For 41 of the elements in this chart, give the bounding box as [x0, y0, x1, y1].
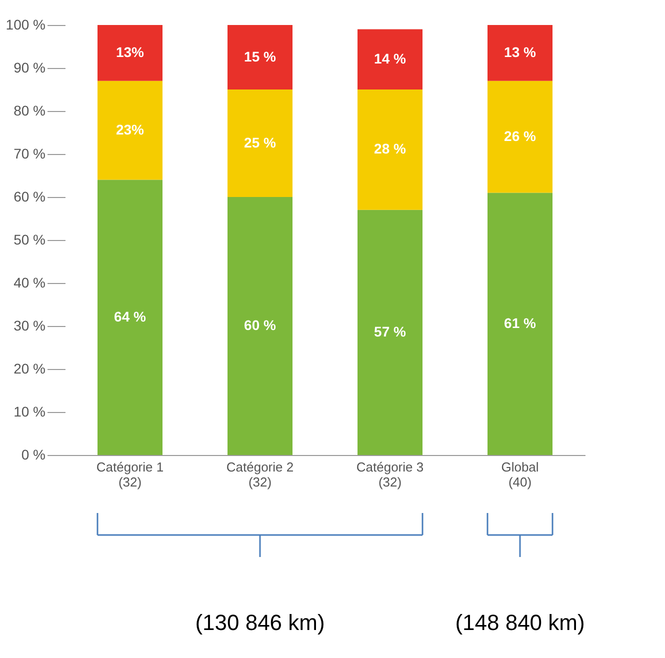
text: 13% — [116, 44, 144, 60]
bar — [228, 90, 292, 197]
bar — [228, 25, 292, 90]
text: 26 % — [504, 128, 536, 144]
y-tick-label: 80 % — [14, 102, 46, 118]
text: 57 % — [374, 323, 406, 340]
text: 60 % — [244, 317, 276, 333]
text: 64 % — [114, 308, 146, 324]
y-tick-label: 40 % — [14, 274, 46, 290]
text: 15 % — [244, 48, 276, 64]
bar — [98, 180, 162, 455]
y-tick-label: 0 % — [21, 446, 46, 462]
text: 25 % — [244, 134, 276, 150]
bar — [488, 192, 552, 455]
text: 23% — [116, 121, 144, 138]
bar — [358, 29, 422, 90]
bar — [358, 90, 422, 210]
y-tick-label: 90 % — [14, 60, 46, 76]
x-tick-label: Catégorie 3 (32) — [356, 460, 424, 490]
bar — [358, 210, 422, 455]
bar — [98, 25, 162, 81]
y-tick-label: 30 % — [14, 318, 46, 334]
text: 14 % — [374, 50, 406, 66]
y-tick-label: 100 % — [6, 16, 46, 32]
text: 61 % — [504, 314, 536, 331]
bar — [488, 80, 552, 193]
text: 13 % — [504, 44, 536, 60]
x-tick-label: Catégorie 1 (32) — [96, 460, 164, 490]
y-tick-label: 20 % — [14, 360, 46, 376]
y-tick-label: 10 % — [14, 404, 46, 420]
y-tick-label: 60 % — [14, 188, 46, 204]
bar — [228, 197, 292, 455]
x-tick-label: Catégorie 2 (32) — [226, 460, 294, 490]
x-tick-label: Global (40) — [501, 460, 539, 490]
bar — [488, 25, 552, 81]
text: (130 846 km) — [195, 610, 325, 635]
text: 28 % — [374, 140, 406, 157]
y-tick-label: 50 % — [14, 232, 46, 248]
y-tick-label: 70 % — [14, 146, 46, 162]
bar — [98, 80, 162, 180]
text: (148 840 km) — [455, 610, 585, 635]
